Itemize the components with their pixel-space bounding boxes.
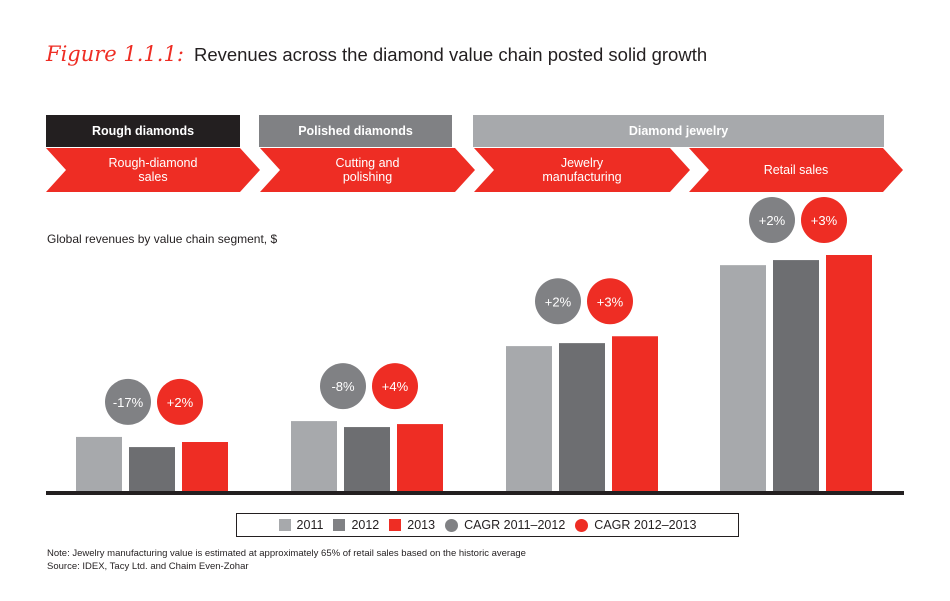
- chart-title: Figure 1.1.1: Revenues across the diamon…: [46, 42, 707, 66]
- cagr-2012-2013-bubble-label: +2%: [167, 395, 194, 410]
- bar-group-1: -8% +4%: [291, 363, 443, 491]
- legend-label: 2011: [296, 518, 324, 532]
- bar-2011: [506, 346, 552, 491]
- bar-2012: [773, 260, 819, 491]
- legend-item-2013: 2013: [389, 518, 435, 532]
- bar-group-2: +2% +3%: [506, 278, 658, 491]
- cagr-2011-2012-bubble: [749, 197, 795, 243]
- step-label-line1: Retail sales: [763, 163, 829, 177]
- chevron-arrow-icon: [474, 148, 690, 192]
- category-header-label: Rough diamonds: [91, 124, 195, 138]
- cagr-2012-2013-bubble-label: +4%: [382, 379, 409, 394]
- legend-item-cagr-2011-2012: CAGR 2011–2012: [445, 518, 565, 532]
- step-label-line1: Jewelry: [560, 156, 604, 170]
- bar-2012: [129, 447, 175, 491]
- chart-subtitle: Global revenues by value chain segment, …: [47, 232, 278, 246]
- chevron-arrow-icon: [46, 148, 260, 192]
- cagr-2012-2013-bubble: [157, 378, 203, 425]
- bar-2012: [344, 427, 390, 491]
- bar-2013: [612, 336, 658, 491]
- bar-2011: [291, 421, 337, 491]
- title-text: Revenues across the diamond value chain …: [193, 44, 708, 65]
- cagr-2011-2012-bubble: [535, 278, 581, 325]
- bar-2013: [182, 442, 228, 491]
- cagr-2012-2013-bubble: [801, 197, 847, 243]
- cagr-2011-2012-bubble-label: -8%: [331, 379, 355, 394]
- legend-swatch-icon: [389, 519, 402, 531]
- legend-item-2012: 2012: [333, 518, 379, 532]
- category-header-label: Polished diamonds: [298, 124, 413, 138]
- legend-swatch-icon: [278, 519, 291, 531]
- step-label-line2: sales: [138, 170, 168, 184]
- legend-circle-icon: [445, 518, 459, 532]
- cagr-2012-2013-bubble: [587, 278, 633, 325]
- cagr-2011-2012-bubble-label: +2%: [759, 213, 786, 228]
- step-label-line1: Rough-diamond: [108, 156, 198, 170]
- x-axis-baseline: [46, 491, 904, 495]
- chain-step-retail: Retail sales: [689, 148, 903, 192]
- bar-2011: [76, 436, 122, 491]
- source-text: Source: IDEX, Tacy Ltd. and Chaim Even-Z…: [47, 560, 249, 572]
- cagr-2012-2013-bubble-label: +3%: [597, 294, 624, 309]
- bar-2012: [559, 343, 605, 491]
- note-text: Note: Jewelry manufacturing value is est…: [47, 548, 526, 559]
- legend: 2011 2012 2013 CAGR 2011–2012 CAGR 2012–…: [236, 513, 739, 537]
- figure-label: Figure 1.1.1:: [46, 42, 184, 66]
- legend-label: 2013: [407, 518, 436, 532]
- footnote: Note: Jewelry manufacturing value is est…: [47, 548, 526, 573]
- category-header-rough: Rough diamonds: [46, 115, 240, 147]
- cagr-2012-2013-bubble: [372, 363, 418, 410]
- step-label-line2: polishing: [342, 170, 393, 184]
- chain-step-rough: Rough-diamond sales: [46, 148, 260, 192]
- chain-step-cutting: Cutting and polishing: [260, 148, 475, 192]
- bar-2013: [826, 255, 872, 491]
- bar-2013: [397, 424, 443, 491]
- cagr-2011-2012-bubble: [105, 378, 151, 425]
- bar-group-3: +2% +3%: [720, 197, 872, 491]
- cagr-2011-2012-bubble-label: -17%: [113, 395, 144, 410]
- chevron-arrow-icon: [260, 148, 475, 192]
- category-header-polished: Polished diamonds: [259, 115, 452, 147]
- bar-group-0: -17% +2%: [76, 378, 228, 491]
- legend-label: 2012: [351, 518, 380, 532]
- cagr-2012-2013-bubble-label: +3%: [811, 213, 838, 228]
- step-label-line2: manufacturing: [542, 170, 622, 184]
- chevron-arrow-icon: [689, 148, 903, 192]
- cagr-2011-2012-bubble: [320, 363, 366, 410]
- legend-swatch-icon: [333, 519, 346, 531]
- category-header-jewelry: Diamond jewelry: [473, 115, 884, 147]
- legend-item-cagr-2012-2013: CAGR 2012–2013: [575, 518, 696, 532]
- chain-step-jewelry: Jewelry manufacturing: [474, 148, 690, 192]
- category-header-label: Diamond jewelry: [628, 124, 729, 138]
- legend-item-2011: 2011: [278, 518, 324, 532]
- legend-circle-icon: [575, 518, 589, 532]
- legend-label: CAGR 2012–2013: [594, 518, 697, 532]
- legend-label: CAGR 2011–2012: [464, 518, 566, 532]
- bar-2011: [720, 265, 766, 491]
- step-label-line1: Cutting and: [335, 156, 400, 170]
- cagr-2011-2012-bubble-label: +2%: [545, 294, 572, 309]
